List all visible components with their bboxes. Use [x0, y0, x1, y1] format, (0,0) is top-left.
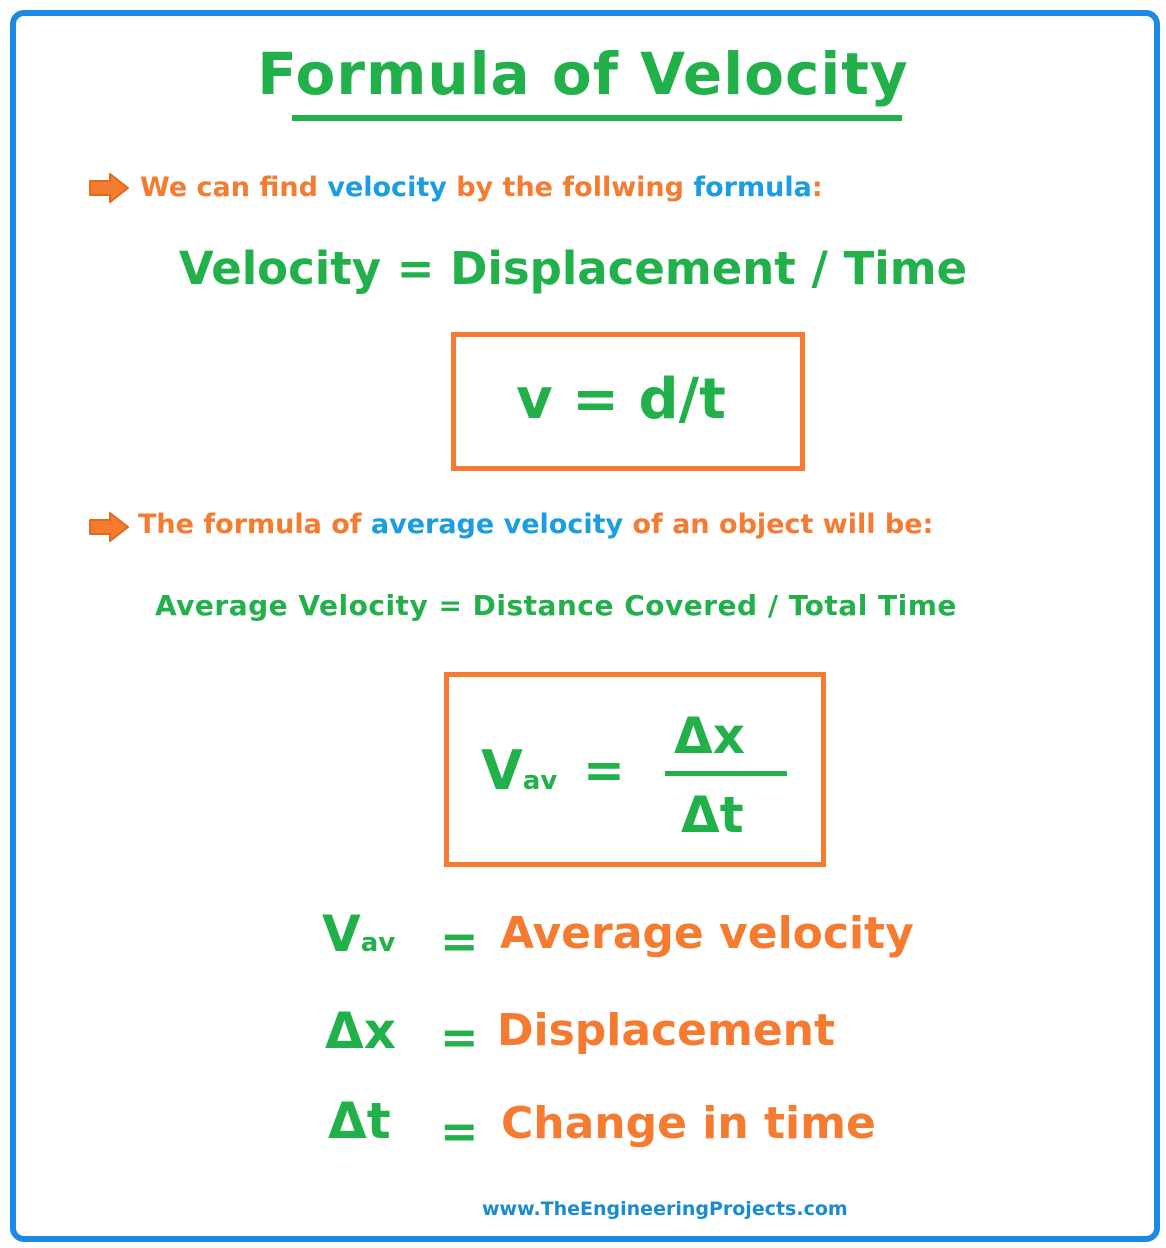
fraction-numerator: Δx [674, 707, 745, 765]
definition-symbol: Δx [325, 1002, 396, 1060]
vav-subscript: av [523, 766, 558, 796]
average-velocity-word-formula: Average Velocity = Distance Covered / To… [155, 589, 957, 622]
bullet-intro-part: by the follwing [447, 172, 694, 203]
arrow-right-icon [88, 511, 130, 543]
definition-equals: = [440, 1010, 479, 1064]
fraction-denominator: Δt [681, 786, 744, 844]
bullet-intro-part: We can find [140, 172, 327, 203]
formula-box-average-velocity: Vav = Δx Δt [444, 672, 826, 867]
bullet-intro-part: : [812, 172, 823, 203]
formula-box-velocity: v = d/t [451, 332, 805, 471]
equals-sign: = [583, 741, 625, 799]
bullet-average-part: The formula of [138, 509, 371, 540]
highlight-formula: formula [693, 172, 811, 203]
page-title: Formula of Velocity [0, 40, 1166, 108]
highlight-average-velocity: average velocity [371, 509, 623, 540]
vav-symbol: Vav [481, 739, 557, 802]
title-underline [292, 115, 902, 121]
velocity-word-formula: Velocity = Displacement / Time [0, 242, 1166, 295]
bullet-average-text: The formula of average velocity of an ob… [138, 509, 933, 540]
footer-url: www.TheEngineeringProjects.com [482, 1198, 848, 1220]
bullet-intro-text: We can find velocity by the follwing for… [140, 172, 823, 203]
definition-equals: = [440, 1104, 479, 1158]
definition-meaning: Displacement [497, 1005, 835, 1056]
definition-symbol-main: V [322, 905, 361, 963]
definition-meaning: Average velocity [500, 908, 914, 959]
definition-symbol: Δt [328, 1092, 391, 1150]
fraction-bar [665, 771, 787, 776]
definition-equals: = [440, 914, 479, 968]
bullet-average-part: of an object will be: [623, 509, 933, 540]
highlight-velocity: velocity [327, 172, 446, 203]
arrow-right-icon [88, 172, 130, 204]
definition-symbol-subscript: av [361, 928, 396, 958]
vav-main: V [481, 739, 523, 802]
velocity-symbol-formula: v = d/t [456, 367, 786, 432]
definition-symbol: Vav [322, 905, 395, 963]
definition-meaning: Change in time [501, 1098, 876, 1149]
